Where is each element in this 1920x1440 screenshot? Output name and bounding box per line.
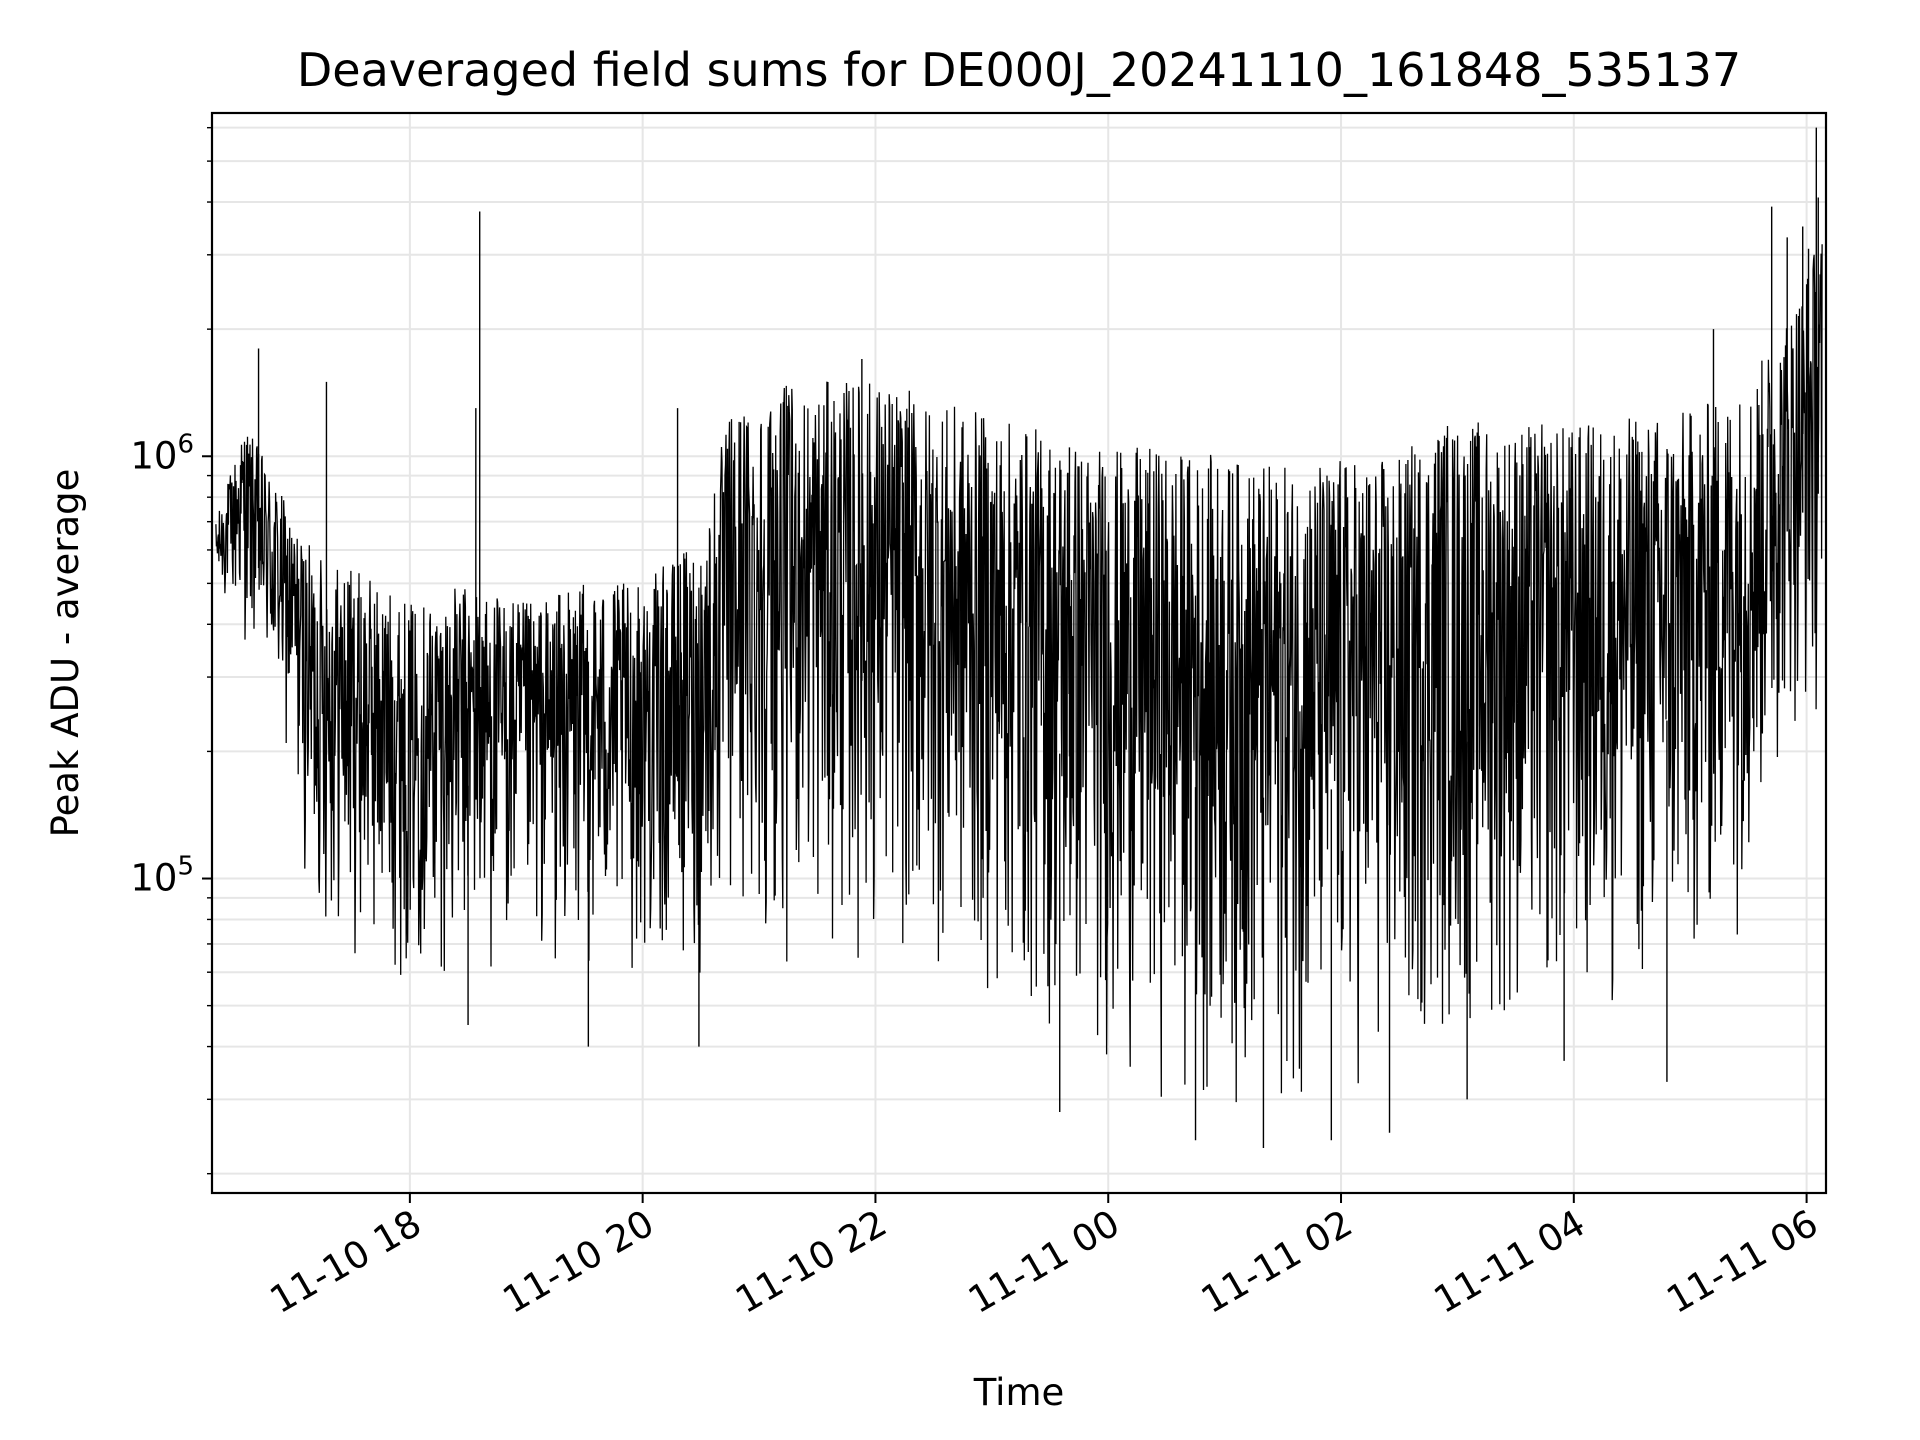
y-axis-label: Peak ADU - average [44, 469, 87, 838]
plot-frame [210, 111, 1828, 1195]
y-tick-label: 106 [130, 429, 194, 477]
y-tick-label: 105 [130, 852, 194, 900]
chart-title: Deaveraged field sums for DE000J_2024111… [297, 43, 1741, 97]
x-axis-label: Time [973, 1371, 1065, 1414]
series-line [215, 244, 1823, 1103]
